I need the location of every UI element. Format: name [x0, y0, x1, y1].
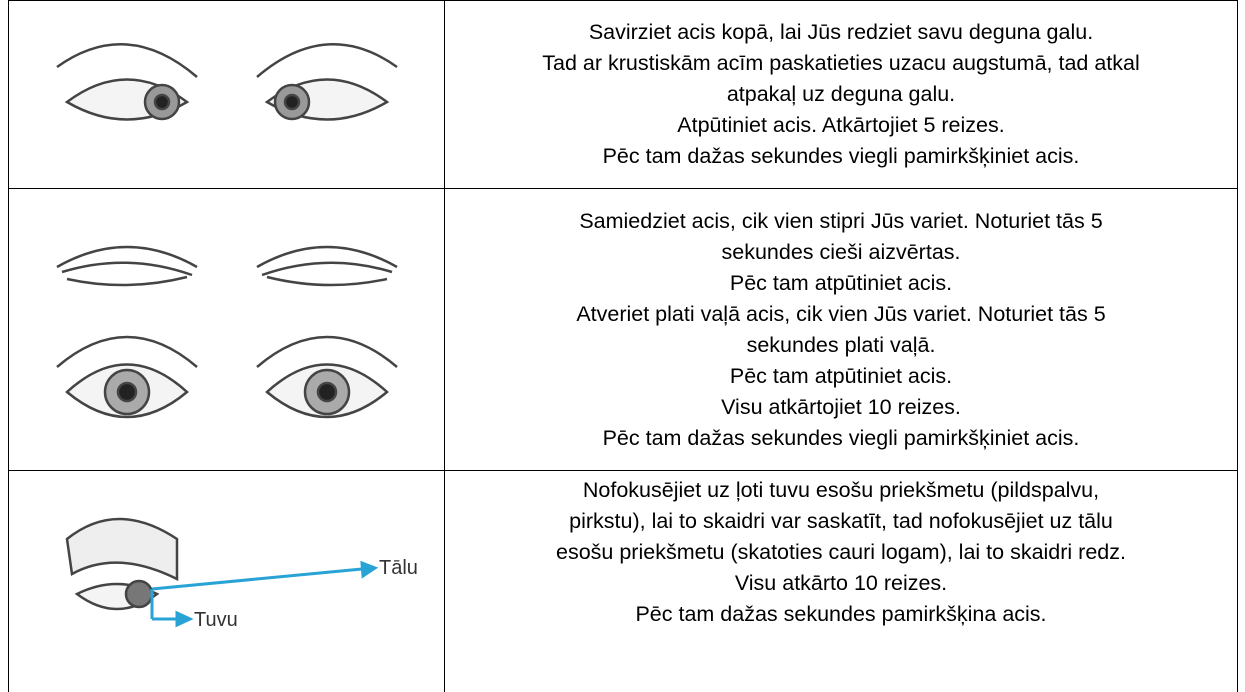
text-line: Nofokusējiet uz ļoti tuvu esošu priekšme… [582, 478, 1100, 502]
text-line: Tad ar krustiskām acīm paskatieties uzac… [542, 51, 1140, 75]
image-label: Tālu [379, 557, 418, 579]
text-line: Pēc tam dažas sekundes pamirkšķina acis. [635, 602, 1047, 626]
text-line: Savirziet acis kopā, lai Jūs redziet sav… [588, 20, 1094, 44]
text-line: Pēc tam atpūtiniet acis. [729, 363, 953, 388]
image-cell [8, 0, 445, 189]
text-line: Atpūtiniet acis. Atkārtojiet 5 reizes. [677, 113, 1005, 137]
text-line: Samiedziet acis, cik vien stipri Jūs var… [579, 208, 1103, 233]
text-line: sekundes plati vaļā. [746, 332, 936, 357]
text-line: Visu atkārto 10 reizes. [734, 571, 948, 595]
text-line: Pēc tam atpūtiniet acis. [729, 270, 953, 295]
text-line: pirkstu), lai to skaidri var saskatīt, t… [569, 509, 1113, 533]
image-cell: Tālu Tuvu [8, 470, 445, 692]
exercise-table: Savirziet acis kopā, lai Jūs redziet sav… [8, 0, 1238, 692]
row: Samiedziet acis, cik vien stipri Jūs var… [8, 188, 1238, 471]
row: Savirziet acis kopā, lai Jūs redziet sav… [8, 0, 1238, 189]
text-cell: Savirziet acis kopā, lai Jūs redziet sav… [444, 0, 1238, 189]
image-cell [8, 188, 445, 471]
text-line: atpakaļ uz deguna galu. [726, 82, 956, 106]
focus-image: Tālu Tuvu [65, 517, 418, 631]
text-line: Pēc tam dažas sekundes viegli pamirkšķin… [602, 144, 1080, 168]
text-line: Atveriet plati vaļā acis, cik vien Jūs v… [576, 301, 1106, 326]
text-cell: Samiedziet acis, cik vien stipri Jūs var… [444, 188, 1238, 471]
text-line: Pēc tam dažas sekundes viegli pamirkšķin… [602, 425, 1080, 450]
text-cell: Nofokusējiet uz ļoti tuvu esošu priekšme… [444, 470, 1238, 692]
text-line: Visu atkārtojiet 10 reizes. [721, 394, 961, 419]
cross-eyes-image [55, 43, 398, 121]
squeeze-open-eyes-image [55, 245, 398, 419]
image-label: Tuvu [194, 609, 238, 631]
text-line: sekundes cieši aizvērtas. [721, 239, 961, 264]
text-line: esošu priekšmetu (skatoties cauri logam)… [556, 540, 1126, 564]
row: Tālu Tuvu Nofokusējiet uz ļoti tuvu esoš… [8, 470, 1238, 692]
